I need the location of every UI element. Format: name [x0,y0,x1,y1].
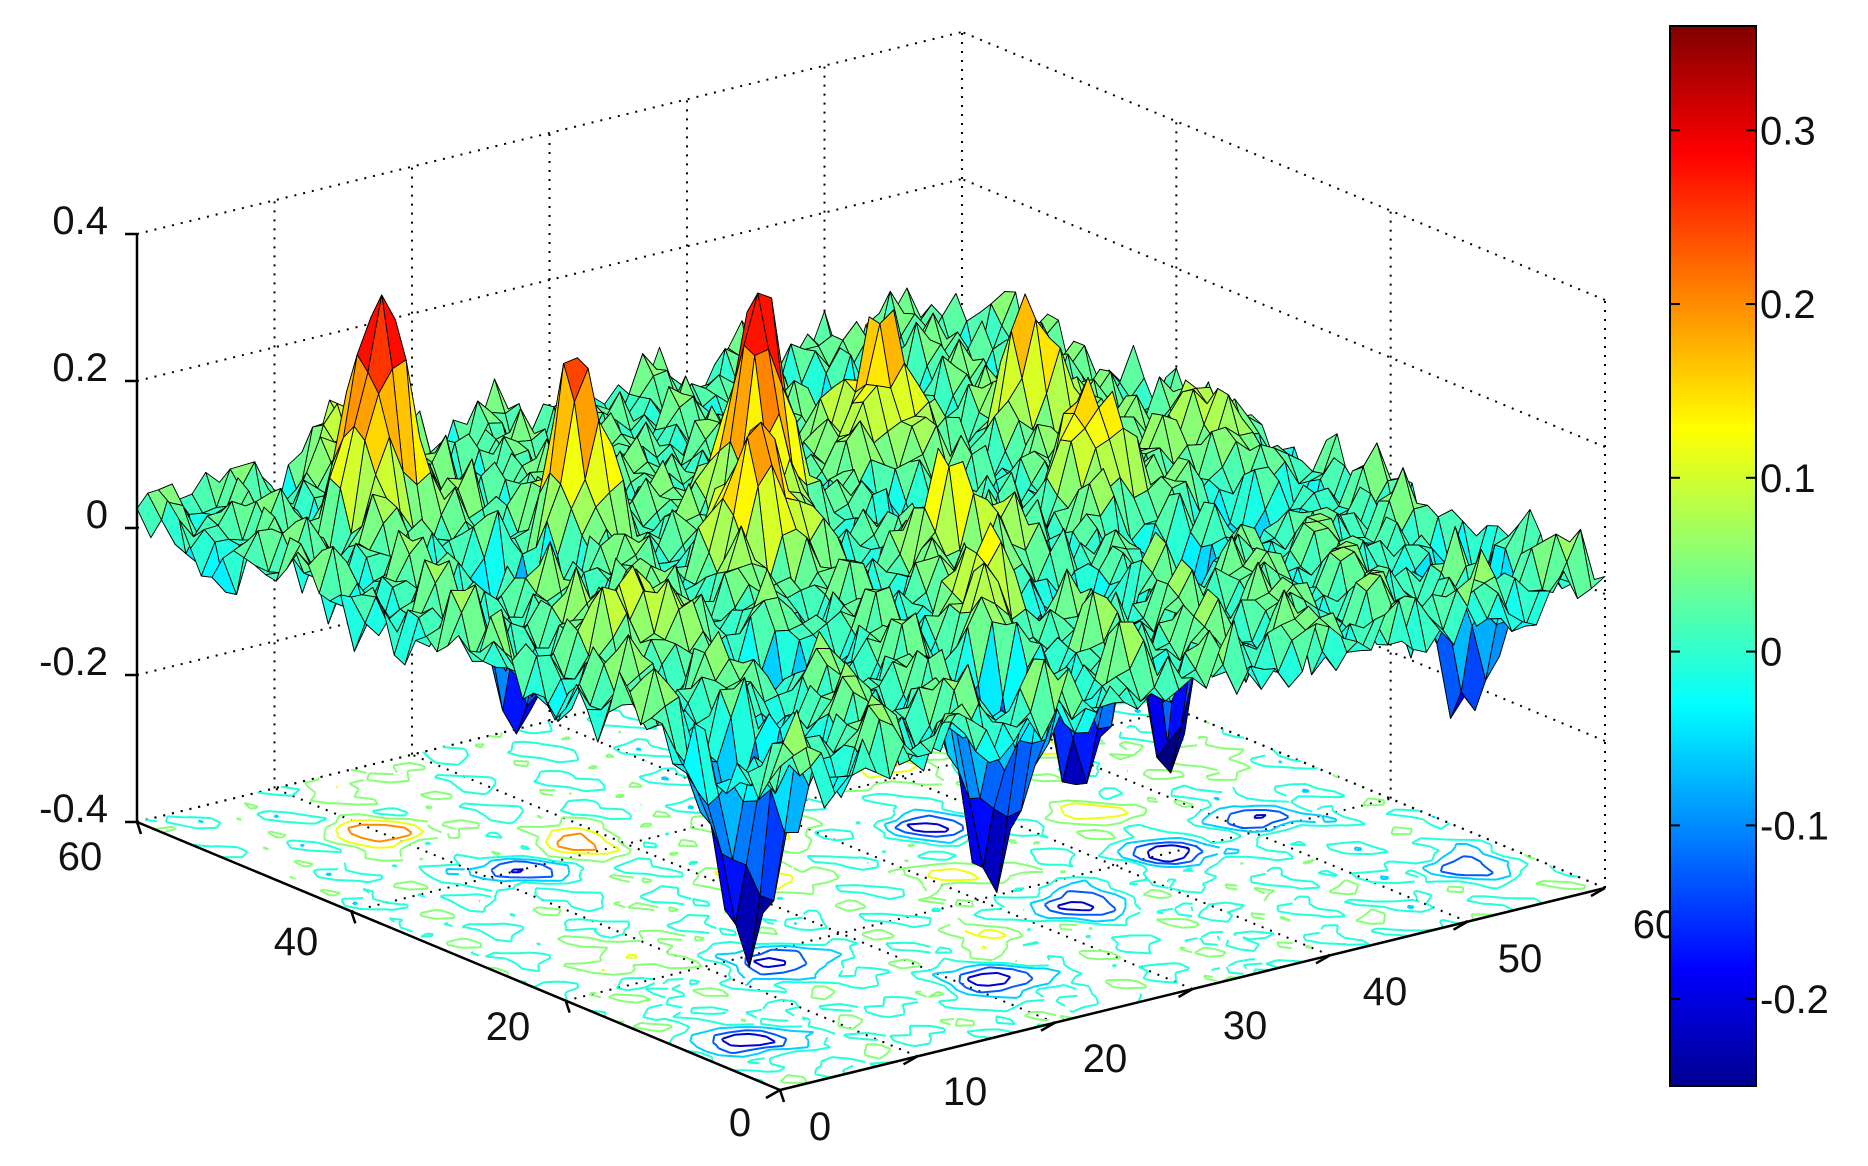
x-tick-mark [765,1088,781,1100]
x-tick-label: 40 [1363,970,1408,1014]
grid-line [136,31,963,235]
grid-line [961,31,1606,301]
grid-line [565,797,1391,1002]
colorbar-tick-label: 0 [1760,631,1782,675]
x-tick-label: 20 [1083,1037,1128,1081]
colorbar-tick-label: 0.3 [1760,109,1816,153]
x-tick-label: 30 [1223,1004,1268,1048]
colorbar-tick-label: -0.1 [1760,804,1829,848]
z-tick-label: 0.4 [52,199,108,243]
x-tick-label: 0 [809,1105,831,1149]
y-tick-mark [778,1089,786,1103]
colorbar-tick-label: -0.2 [1760,978,1829,1022]
contour-line [510,814,1267,1047]
z-tick-label: 0.2 [52,346,108,390]
x-axis-ticks: 0 10 20 30 40 50 60 [809,903,1677,1149]
colorbar-tick-label: 0.2 [1760,283,1816,327]
z-tick-label: -0.4 [39,787,108,831]
colorbar-gradient [1669,25,1757,1087]
colorbar-tick-label: 0.1 [1760,457,1816,501]
y-tick-label: 0 [729,1101,751,1145]
surface-mesh [136,287,1606,968]
z-axis-ticks: 0.4 0.2 0 -0.2 -0.4 [39,199,108,831]
y-tick-label: 40 [274,920,319,964]
grid-line [136,619,963,823]
x-tick-label: 50 [1498,937,1543,981]
z-tick-label: 0 [86,493,108,537]
y-tick-label: 20 [486,1005,531,1049]
colorbar: -0.2 -0.1 0 0.1 0.2 0.3 [1669,25,1829,1087]
x-tick-label: 10 [943,1070,988,1114]
grid-line [274,787,918,1058]
y-tick-label: 60 [58,835,103,879]
z-tick-label: -0.2 [39,640,108,684]
